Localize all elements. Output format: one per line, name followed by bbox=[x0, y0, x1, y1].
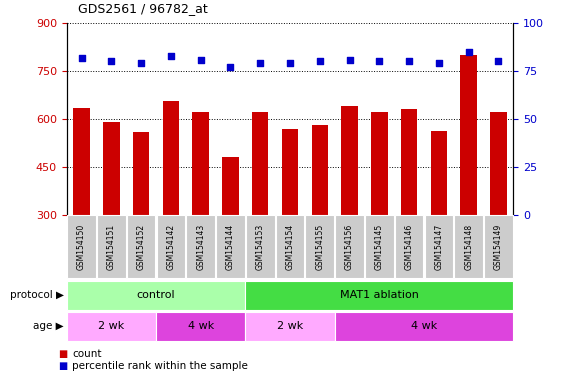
Text: control: control bbox=[137, 290, 175, 300]
Point bbox=[345, 56, 354, 63]
Text: 2 wk: 2 wk bbox=[277, 321, 303, 331]
Text: GSM154148: GSM154148 bbox=[464, 223, 473, 270]
Text: MAT1 ablation: MAT1 ablation bbox=[340, 290, 419, 300]
Text: ■: ■ bbox=[58, 349, 67, 359]
Text: GSM154154: GSM154154 bbox=[285, 223, 295, 270]
Point bbox=[285, 60, 295, 66]
Text: GSM154142: GSM154142 bbox=[166, 223, 175, 270]
Text: GSM154152: GSM154152 bbox=[137, 223, 146, 270]
Point bbox=[375, 58, 384, 65]
Bar bbox=[401, 109, 417, 311]
Point bbox=[494, 58, 503, 65]
Text: GSM154143: GSM154143 bbox=[196, 223, 205, 270]
Bar bbox=[371, 112, 387, 311]
Point bbox=[196, 56, 205, 63]
Point bbox=[107, 58, 116, 65]
Bar bbox=[282, 129, 298, 311]
Text: GSM154150: GSM154150 bbox=[77, 223, 86, 270]
Point bbox=[464, 49, 473, 55]
Point bbox=[315, 58, 324, 65]
Bar bbox=[461, 55, 477, 311]
Bar bbox=[133, 132, 149, 311]
Point bbox=[404, 58, 414, 65]
Bar bbox=[163, 101, 179, 311]
Text: protocol ▶: protocol ▶ bbox=[10, 290, 64, 300]
Text: 4 wk: 4 wk bbox=[187, 321, 214, 331]
Bar bbox=[342, 106, 358, 311]
Bar bbox=[222, 157, 238, 311]
Point bbox=[226, 64, 235, 70]
Text: age ▶: age ▶ bbox=[33, 321, 64, 331]
Text: 2 wk: 2 wk bbox=[98, 321, 125, 331]
Text: GSM154147: GSM154147 bbox=[434, 223, 443, 270]
Text: GSM154153: GSM154153 bbox=[256, 223, 264, 270]
Bar bbox=[252, 112, 269, 311]
Point bbox=[77, 55, 86, 61]
Bar bbox=[193, 112, 209, 311]
Text: count: count bbox=[72, 349, 102, 359]
Text: GSM154155: GSM154155 bbox=[316, 223, 324, 270]
Text: GSM154149: GSM154149 bbox=[494, 223, 503, 270]
Point bbox=[166, 53, 176, 59]
Text: GSM154151: GSM154151 bbox=[107, 223, 116, 270]
Point bbox=[256, 60, 265, 66]
Text: percentile rank within the sample: percentile rank within the sample bbox=[72, 361, 248, 371]
Bar bbox=[103, 122, 119, 311]
Text: GDS2561 / 96782_at: GDS2561 / 96782_at bbox=[78, 2, 208, 15]
Text: ■: ■ bbox=[58, 361, 67, 371]
Point bbox=[136, 60, 146, 66]
Text: 4 wk: 4 wk bbox=[411, 321, 437, 331]
Bar bbox=[311, 126, 328, 311]
Bar bbox=[74, 108, 90, 311]
Bar bbox=[431, 131, 447, 311]
Text: GSM154156: GSM154156 bbox=[345, 223, 354, 270]
Point bbox=[434, 60, 444, 66]
Text: GSM154144: GSM154144 bbox=[226, 223, 235, 270]
Bar bbox=[490, 112, 506, 311]
Text: GSM154146: GSM154146 bbox=[405, 223, 414, 270]
Text: GSM154145: GSM154145 bbox=[375, 223, 384, 270]
